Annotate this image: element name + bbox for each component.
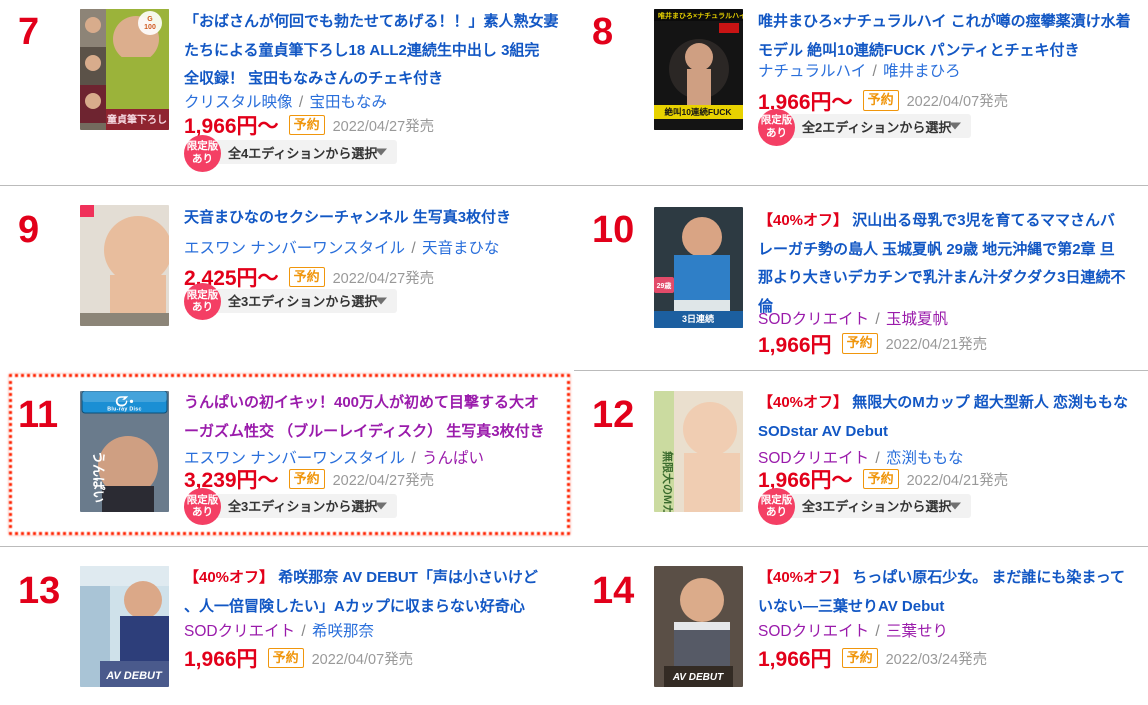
svg-text:G: G xyxy=(147,16,153,23)
svg-text:AV DEBUT: AV DEBUT xyxy=(105,670,163,682)
svg-text:100: 100 xyxy=(144,24,156,31)
svg-text:唯井まひろ×ナチュラルハイ: 唯井まひろ×ナチュラルハイ xyxy=(658,11,743,20)
svg-text:童貞筆下ろし: 童貞筆下ろし xyxy=(107,113,167,126)
svg-text:無限大のMカップ: 無限大のMカップ xyxy=(661,451,675,512)
svg-text:うんぱい: うんぱい xyxy=(91,451,106,503)
svg-text:29歳: 29歳 xyxy=(657,281,672,290)
svg-text:Blu-ray Disc: Blu-ray Disc xyxy=(107,406,142,412)
svg-text:3日連続: 3日連続 xyxy=(682,313,714,324)
svg-text:AV DEBUT: AV DEBUT xyxy=(672,672,724,683)
svg-text:絶叫10連続FUCK: 絶叫10連続FUCK xyxy=(664,107,732,117)
